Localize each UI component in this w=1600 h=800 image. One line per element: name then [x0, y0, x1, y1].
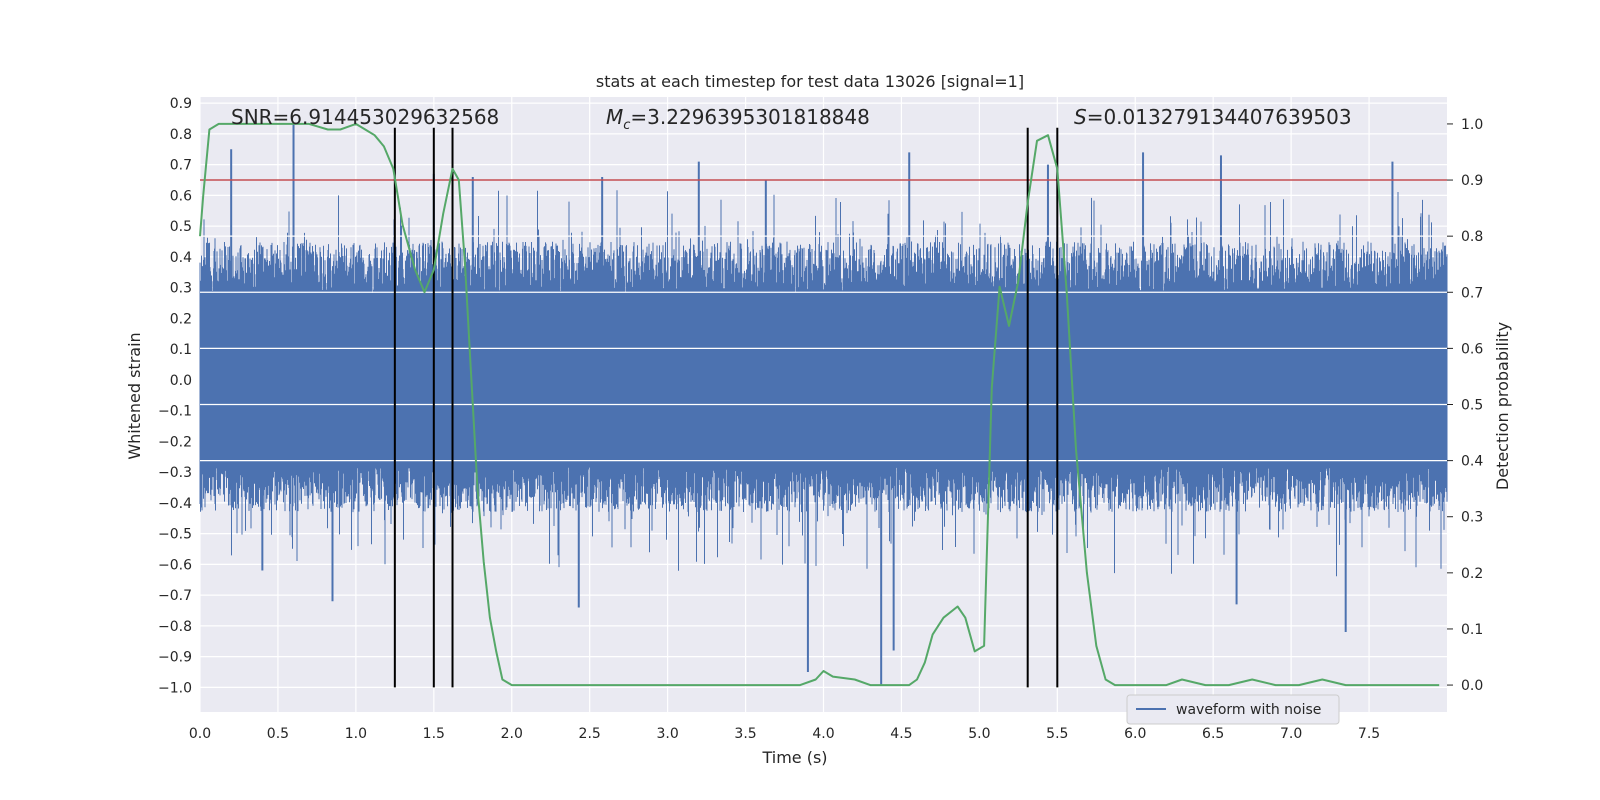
y-left-tick-label: 0.3 — [170, 281, 192, 297]
y-left-tick-label: −0.7 — [158, 588, 192, 604]
y-right-tick-label: 0.1 — [1461, 622, 1483, 638]
y-right-tick-label: 1.0 — [1461, 117, 1483, 133]
y-right-tick-label: 0.2 — [1461, 566, 1483, 582]
y-left-tick-label: 0.0 — [170, 373, 192, 389]
legend: waveform with noise — [1126, 694, 1340, 725]
x-tick-label: 4.5 — [890, 726, 912, 742]
axes: 0.0 0.5 1.0 1.5 2.0 2.5 3.0 3.5 4.0 4.5 5.0 5.5 6.0 6… — [158, 96, 1483, 742]
y-left-tick-label: −0.4 — [158, 496, 192, 512]
y-left-tick-label: 0.7 — [170, 158, 192, 174]
s-value: =0.013279134407639503 — [1087, 105, 1352, 129]
x-tick-label: 0.5 — [267, 726, 289, 742]
y-left-tick-label: 0.5 — [170, 219, 192, 235]
x-tick-label: 6.5 — [1202, 726, 1224, 742]
chirp-mass-annotation: Mc=3.2296395301818848 — [606, 105, 870, 133]
y-left-tick-label: −0.2 — [158, 434, 192, 450]
y-left-tick-label: −0.1 — [158, 404, 192, 420]
x-axis-label: Time (s) — [761, 748, 827, 767]
x-tick-label: 1.5 — [423, 726, 445, 742]
y-left-tick-label: −0.3 — [158, 465, 192, 481]
x-tick-label: 7.0 — [1280, 726, 1302, 742]
y-right-tick-label: 0.0 — [1461, 678, 1483, 694]
x-tick-label: 7.5 — [1358, 726, 1380, 742]
y-left-tick-label: 0.8 — [170, 127, 192, 143]
x-tick-label: 2.0 — [501, 726, 523, 742]
x-tick-label: 4.0 — [812, 726, 834, 742]
legend-box — [1126, 694, 1340, 725]
y-right-tick-label: 0.3 — [1461, 510, 1483, 526]
overlay-lines — [199, 122, 1447, 688]
y-axis-label-right: Detection probability — [1493, 322, 1512, 490]
chirp-mass-value: =3.2296395301818848 — [630, 105, 869, 129]
y-left-tick-label: −1.0 — [158, 680, 192, 696]
x-tick-label: 1.0 — [345, 726, 367, 742]
x-tick-label: 0.0 — [189, 726, 211, 742]
y-left-tick-label: −0.6 — [158, 557, 192, 573]
plot-area — [199, 97, 1448, 712]
y-right-tick-label: 0.5 — [1461, 398, 1483, 414]
detection-probability-line — [199, 122, 1440, 687]
legend-label: waveform with noise — [1176, 702, 1321, 718]
y-axis-label-left: Whitened strain — [125, 332, 144, 459]
y-left-tick-label: −0.8 — [158, 619, 192, 635]
x-tick-label: 3.0 — [656, 726, 678, 742]
x-tick-label: 5.5 — [1046, 726, 1068, 742]
chirp-mass-symbol: M — [606, 105, 623, 129]
y-left-tick-label: 0.2 — [170, 311, 192, 327]
y-right-tick-label: 0.7 — [1461, 285, 1483, 301]
y-left-tick-label: 0.4 — [170, 250, 192, 266]
y-left-tick-label: 0.9 — [170, 96, 192, 112]
y-right-tick-label: 0.9 — [1461, 173, 1483, 189]
chart-title: stats at each timestep for test data 130… — [596, 72, 1024, 91]
waveform-series — [199, 124, 1448, 685]
s-annotation: S=0.013279134407639503 — [1074, 105, 1352, 129]
waveform-noise-trace — [199, 190, 1448, 577]
x-tick-label: 2.5 — [579, 726, 601, 742]
y-left-tick-label: −0.5 — [158, 527, 192, 543]
y-left-tick-label: −0.9 — [158, 650, 192, 666]
y-right-tick-label: 0.6 — [1461, 341, 1483, 357]
snr-annotation: SNR=6.914453029632568 — [231, 105, 499, 129]
y-left-tick-label: 0.6 — [170, 188, 192, 204]
s-symbol: S — [1074, 105, 1087, 129]
y-left-tick-label: 0.1 — [170, 342, 192, 358]
x-tick-label: 3.5 — [734, 726, 756, 742]
x-tick-label: 6.0 — [1124, 726, 1146, 742]
chirp-mass-subscript: c — [623, 118, 630, 133]
y-right-tick-label: 0.4 — [1461, 454, 1483, 470]
y-right-tick-label: 0.8 — [1461, 229, 1483, 245]
x-tick-label: 5.0 — [968, 726, 990, 742]
